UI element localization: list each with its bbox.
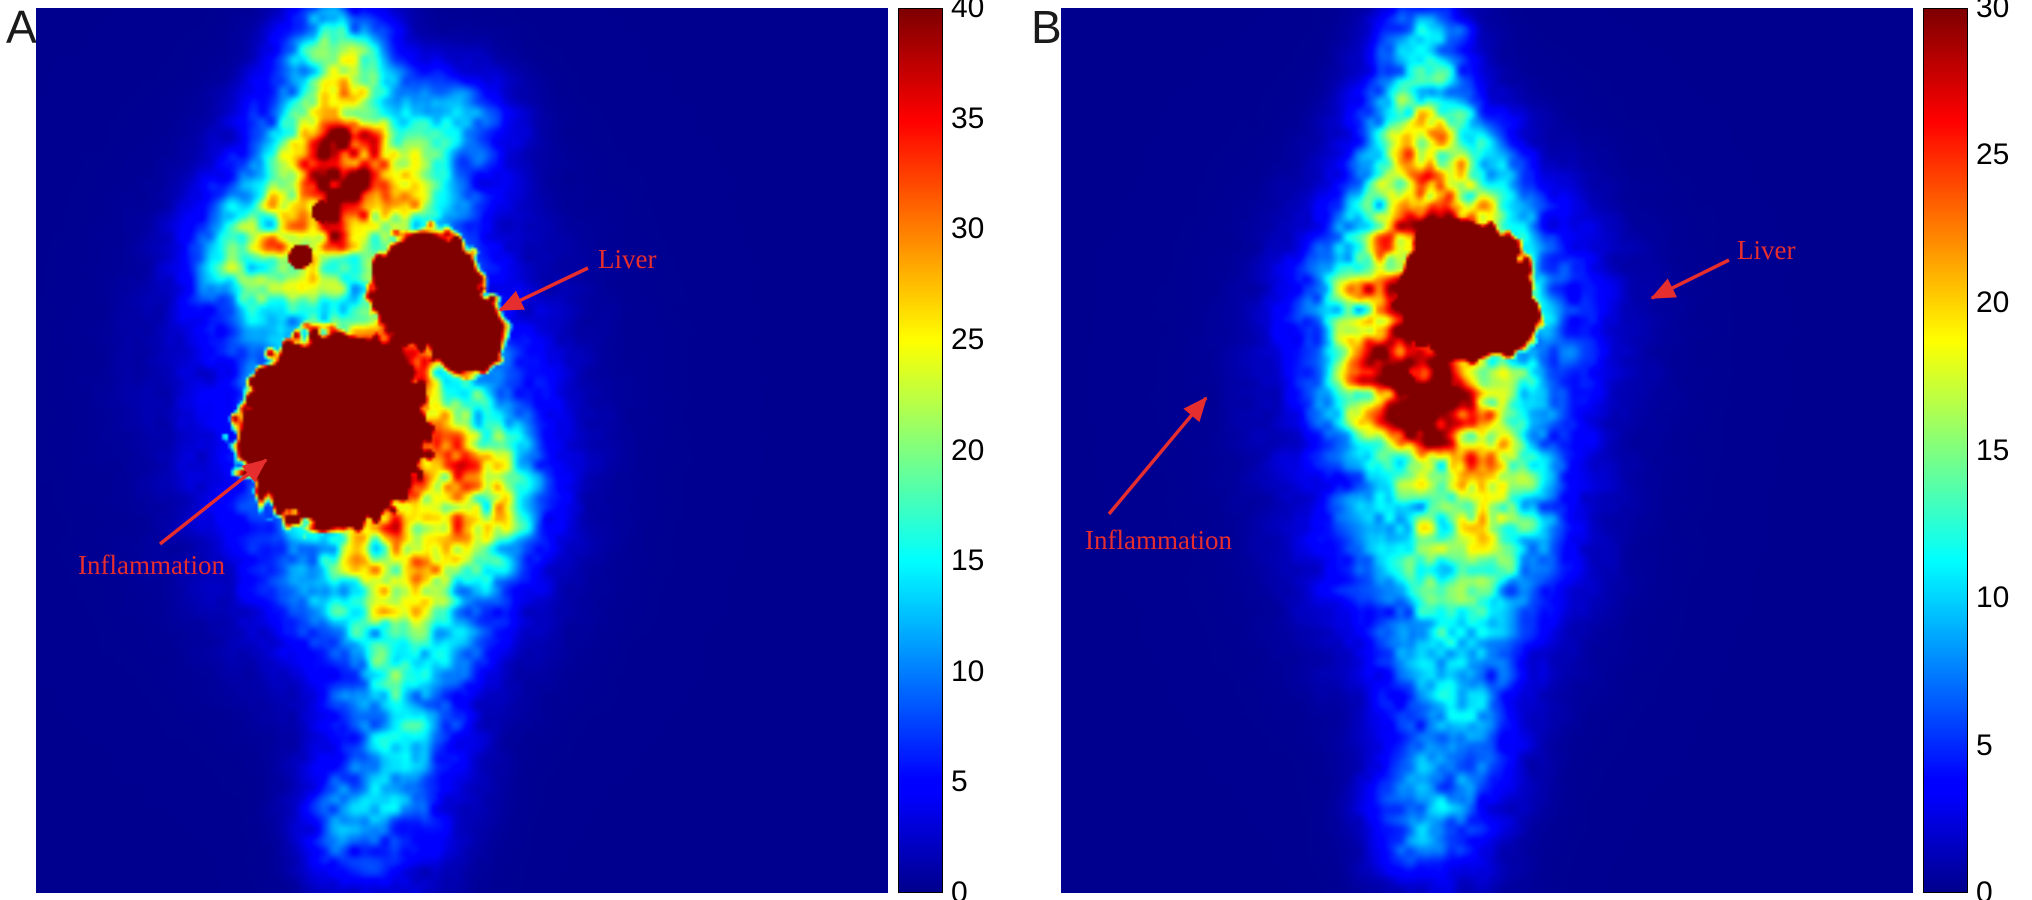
colorbar-a	[898, 8, 943, 893]
liver-annotation: Liver	[1737, 235, 1796, 265]
colorbar-tick-label: 25	[951, 322, 985, 356]
panel-b-letter: B	[1031, 1, 1062, 53]
colorbar-tick-label: 30	[951, 212, 985, 246]
colorbar-tick-label: 40	[951, 0, 985, 24]
liver-arrow	[1650, 258, 1730, 300]
colorbar-b	[1923, 8, 1968, 893]
colorbar-tick-label: 15	[951, 544, 985, 578]
inflammation-arrow	[158, 458, 268, 546]
colorbar-tick-label: 10	[951, 654, 985, 688]
mouse-scan-image-b	[1061, 8, 1913, 893]
colorbar-tick-label: 15	[1976, 433, 2010, 467]
colorbar-tick-label: 20	[1976, 285, 2010, 319]
panel-b: B Liver Inflammation 30 25 20 15 10 5 0	[1025, 0, 2032, 900]
panel-a: A Liver Inflammation 40 35 30 25 20 15 10 5 0	[0, 0, 1007, 900]
colorbar-tick-label: 0	[951, 876, 968, 900]
colorbar-tick-label: 0	[1976, 876, 1993, 900]
colorbar-tick-label: 20	[951, 433, 985, 467]
inflammation-annotation: Inflammation	[78, 550, 225, 580]
colorbar-tick-label: 30	[1976, 0, 2010, 24]
colorbar-tick-label: 35	[951, 101, 985, 135]
colorbar-gradient-b	[1924, 9, 1967, 892]
colorbar-ticks-b: 30 25 20 15 10 5 0	[1976, 0, 2032, 900]
colorbar-tick-label: 5	[1976, 728, 1993, 762]
panel-a-scan: Liver Inflammation	[36, 8, 888, 893]
liver-annotation: Liver	[598, 244, 657, 274]
colorbar-tick-label: 25	[1976, 138, 2010, 172]
colorbar-tick-label: 5	[951, 765, 968, 799]
annotation-arrows-b	[1107, 258, 1730, 516]
liver-arrow	[498, 266, 589, 312]
inflammation-annotation: Inflammation	[1085, 525, 1232, 555]
colorbar-tick-label: 10	[1976, 580, 2010, 614]
mouse-scan-image-a	[36, 8, 888, 893]
panel-a-letter: A	[6, 1, 37, 53]
colorbar-gradient-a	[899, 9, 942, 892]
inflammation-arrow	[1107, 396, 1208, 516]
annotation-arrows-a	[158, 266, 589, 546]
panel-b-scan: Liver Inflammation	[1061, 8, 1913, 893]
colorbar-ticks-a: 40 35 30 25 20 15 10 5 0	[951, 0, 1011, 900]
